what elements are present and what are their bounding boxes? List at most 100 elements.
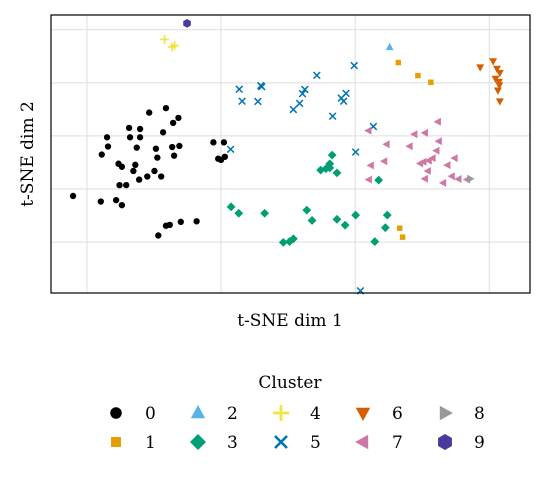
point-cluster-0 — [123, 181, 130, 189]
point-cluster-7 — [364, 175, 372, 184]
point-cluster-0 — [193, 218, 200, 225]
point-cluster-7 — [420, 128, 428, 137]
point-cluster-0 — [220, 139, 228, 146]
point-cluster-0 — [155, 232, 162, 239]
point-cluster-7 — [433, 117, 441, 126]
legend-marker-cluster-2 — [190, 405, 206, 419]
series-cluster-4 — [160, 35, 179, 52]
legend-marker-cluster-1 — [111, 437, 121, 447]
point-cluster-5 — [339, 97, 348, 106]
point-cluster-3 — [288, 234, 298, 244]
legend-label-cluster-1: 1 — [145, 433, 156, 453]
point-cluster-1 — [396, 225, 403, 231]
legend-label-cluster-6: 6 — [392, 404, 403, 424]
point-cluster-7 — [447, 172, 455, 181]
point-cluster-6 — [495, 69, 504, 78]
legend-marker-cluster-9 — [438, 434, 452, 450]
point-cluster-6 — [495, 82, 504, 90]
legend-marker-cluster-4 — [273, 405, 289, 421]
legend-marker-cluster-8 — [439, 405, 453, 421]
point-cluster-0 — [169, 143, 176, 151]
point-cluster-0 — [176, 142, 183, 150]
point-cluster-7 — [450, 154, 458, 163]
series-cluster-7 — [364, 117, 471, 187]
point-cluster-0 — [112, 196, 120, 204]
point-cluster-3 — [285, 237, 294, 246]
series-cluster-3 — [226, 150, 392, 247]
data-points — [69, 18, 504, 295]
point-cluster-7 — [434, 137, 442, 146]
point-cluster-5 — [257, 82, 266, 91]
point-cluster-8 — [467, 174, 475, 183]
legend-marker-cluster-6 — [355, 407, 371, 421]
point-cluster-0 — [97, 198, 104, 205]
series-cluster-8 — [467, 174, 475, 183]
point-cluster-7 — [379, 157, 388, 166]
point-cluster-4 — [170, 41, 179, 50]
point-cluster-3 — [374, 175, 384, 185]
point-cluster-5 — [301, 85, 309, 94]
point-cluster-7 — [405, 142, 413, 151]
point-cluster-0 — [133, 144, 140, 151]
legend-label-cluster-8: 8 — [474, 404, 485, 424]
point-cluster-3 — [340, 220, 350, 230]
point-cluster-0 — [103, 134, 111, 141]
point-cluster-0 — [130, 167, 137, 175]
legend-marker-cluster-7 — [355, 434, 369, 450]
point-cluster-0 — [158, 173, 165, 180]
legend-marker-cluster-5 — [274, 435, 288, 449]
point-cluster-0 — [132, 161, 139, 169]
point-cluster-5 — [295, 99, 304, 108]
point-cluster-0 — [170, 152, 178, 159]
point-cluster-6 — [476, 64, 485, 72]
legend-label-cluster-2: 2 — [227, 404, 238, 424]
point-cluster-3 — [332, 214, 342, 224]
point-cluster-0 — [116, 181, 123, 189]
point-cluster-3 — [316, 165, 326, 175]
point-cluster-0 — [135, 176, 143, 183]
point-cluster-7 — [428, 154, 436, 163]
point-cluster-5 — [298, 89, 307, 98]
point-cluster-7 — [432, 146, 440, 155]
legend: 0 1 2 3 4 5 6 7 8 9 — [110, 404, 485, 453]
point-cluster-3 — [302, 205, 312, 215]
series-cluster-9 — [183, 18, 191, 28]
legend-label-cluster-9: 9 — [474, 433, 485, 453]
x-axis-label: t-SNE dim 1 — [237, 311, 343, 331]
point-cluster-6 — [489, 58, 498, 66]
point-cluster-0 — [162, 104, 170, 112]
plot-area-frame — [50, 14, 531, 294]
point-cluster-0 — [175, 114, 182, 122]
point-cluster-3 — [307, 216, 317, 225]
legend-label-cluster-3: 3 — [227, 433, 238, 453]
series-cluster-1 — [395, 59, 434, 240]
point-cluster-0 — [136, 134, 144, 141]
point-cluster-0 — [98, 151, 105, 158]
point-cluster-0 — [169, 119, 177, 127]
legend-label-cluster-0: 0 — [145, 404, 156, 424]
point-cluster-0 — [210, 139, 217, 146]
point-cluster-3 — [380, 223, 390, 233]
point-cluster-4 — [160, 35, 169, 44]
legend-marker-cluster-0 — [110, 407, 122, 419]
point-cluster-9 — [183, 18, 191, 28]
point-cluster-6 — [493, 87, 502, 95]
point-cluster-0 — [125, 124, 133, 132]
point-cluster-3 — [370, 237, 380, 246]
point-cluster-5 — [342, 89, 350, 98]
point-cluster-3 — [332, 168, 342, 178]
point-cluster-3 — [226, 202, 236, 212]
point-cluster-7 — [366, 161, 374, 170]
point-cluster-6 — [492, 65, 501, 74]
point-cluster-7 — [382, 140, 390, 149]
series-cluster-2 — [385, 42, 394, 51]
point-cluster-0 — [104, 143, 112, 150]
point-cluster-1 — [399, 234, 406, 240]
point-cluster-3 — [327, 150, 337, 160]
point-cluster-0 — [152, 145, 160, 152]
point-cluster-0 — [126, 134, 134, 141]
point-cluster-7 — [454, 175, 462, 183]
point-cluster-0 — [118, 163, 126, 170]
point-cluster-3 — [325, 159, 335, 169]
